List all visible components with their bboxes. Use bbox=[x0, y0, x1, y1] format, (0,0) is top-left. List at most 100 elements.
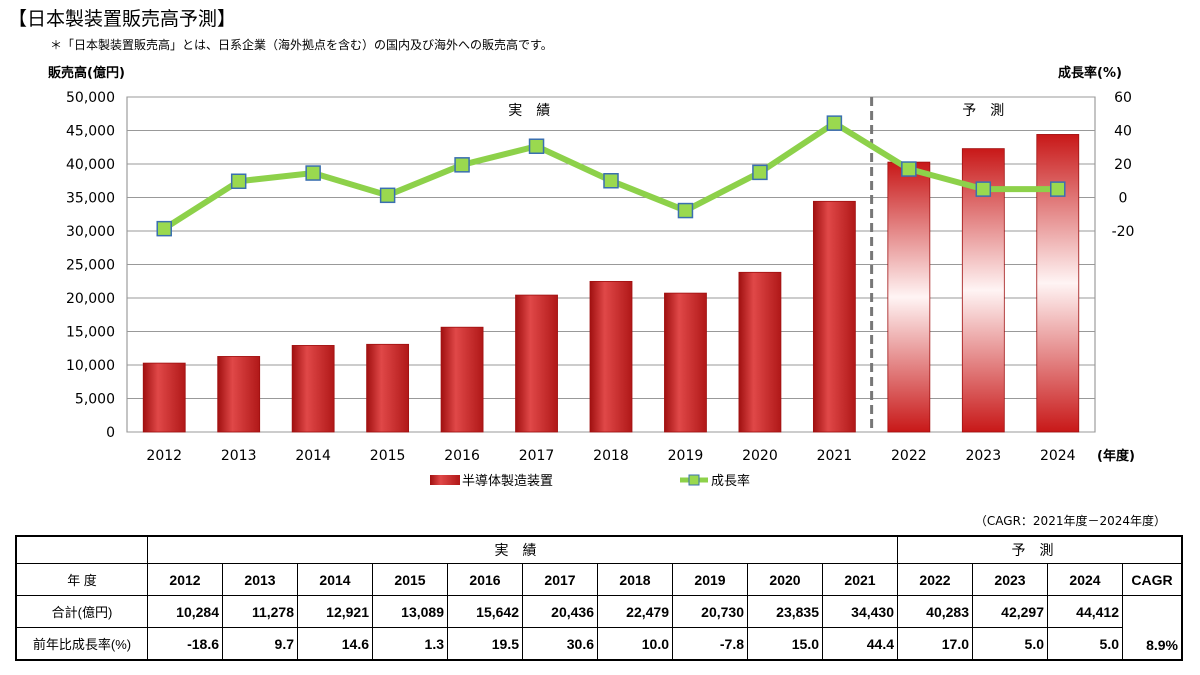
data-table: 実績 予測年 度 2012 2013 2014 2015 2016 2017 2018 2019 2… bbox=[15, 535, 1183, 661]
empty-corner bbox=[16, 536, 148, 564]
year-row: 年 度 2012 2013 2014 2015 2016 2017 2018 2019 2020 2… bbox=[15, 563, 1183, 596]
growth-value: 19.5 bbox=[447, 627, 523, 661]
growth-value: 44.4 bbox=[822, 627, 898, 661]
y2-tick-label: 20 bbox=[1114, 157, 1132, 173]
row-label-total: 合計(億円) bbox=[15, 595, 148, 628]
growth-point-2016 bbox=[454, 157, 470, 173]
growth-point-2022 bbox=[901, 161, 917, 177]
x-tick-label: 2015 bbox=[370, 448, 406, 464]
legend-bar-label: 半導体製造装置 bbox=[462, 474, 553, 489]
growth-value: -7.8 bbox=[672, 627, 748, 661]
y-tick-label: 20,000 bbox=[66, 291, 115, 307]
year-header: 2024 bbox=[1047, 563, 1123, 596]
y2-tick-label: -20 bbox=[1112, 224, 1135, 240]
growth-point-2019 bbox=[677, 202, 694, 219]
bar-2024 bbox=[1036, 134, 1080, 433]
growth-value: 9.7 bbox=[222, 627, 298, 661]
y2-axis-label: 成長率(%) bbox=[1058, 66, 1122, 81]
total-value: 15,642 bbox=[447, 595, 523, 628]
growth-value: 17.0 bbox=[897, 627, 973, 661]
growth-value: -18.6 bbox=[147, 627, 223, 661]
row-label-growth: 前年比成長率(%) bbox=[15, 627, 148, 661]
x-tick-label: 2023 bbox=[965, 448, 1001, 464]
y-tick-label: 10,000 bbox=[66, 358, 115, 374]
growth-point-2024 bbox=[1050, 181, 1066, 197]
growth-value: 15.0 bbox=[747, 627, 823, 661]
y-axis-label: 販売高(億円) bbox=[48, 66, 125, 81]
growth-point-2017 bbox=[528, 138, 545, 154]
x-tick-label: 2022 bbox=[891, 448, 927, 464]
bar-2019 bbox=[664, 292, 707, 433]
bar-2018 bbox=[589, 280, 633, 433]
growth-value: 1.3 bbox=[372, 627, 448, 661]
growth-point-2023 bbox=[975, 181, 992, 197]
y2-tick-label: 0 bbox=[1119, 191, 1128, 207]
year-header: 2017 bbox=[522, 563, 598, 596]
x-tick-label: 2024 bbox=[1040, 448, 1076, 464]
growth-point-2021 bbox=[826, 115, 843, 131]
total-row: 合計(億円) 10,284 11,278 12,921 13,089 15,642 20,4… bbox=[15, 595, 1183, 661]
y2-tick-label: 40 bbox=[1114, 124, 1132, 140]
group-header-row: 実績 予測 bbox=[16, 535, 1183, 564]
growth-value: 10.0 bbox=[597, 627, 673, 661]
bar-2017 bbox=[515, 294, 558, 433]
page-title: 【日本製装置販売高予測】 bbox=[8, 8, 237, 30]
year-header: 2014 bbox=[297, 563, 373, 596]
year-header: 2020 bbox=[747, 563, 823, 596]
total-value: 10,284 bbox=[147, 595, 223, 628]
growth-point-2014 bbox=[305, 165, 321, 181]
footnote: ＊「日本製装置販売高」とは、日系企業（海外拠点を含む）の国内及び海外への販売高で… bbox=[50, 38, 553, 52]
growth-point-2012 bbox=[156, 220, 172, 237]
x-tick-label: 2018 bbox=[593, 448, 629, 464]
row-label-year: 年 度 bbox=[15, 563, 148, 596]
total-value: 11,278 bbox=[222, 595, 298, 628]
x-tick-label: 2020 bbox=[742, 448, 778, 464]
group-actual: 実績 bbox=[147, 535, 898, 564]
x-tick-label: 2012 bbox=[146, 448, 182, 464]
y-tick-label: 0 bbox=[106, 425, 115, 441]
chart: 0 5,000 10,000 15,000 20,000 25,000 30,000 35,0… bbox=[66, 90, 1135, 489]
legend-bar-swatch bbox=[430, 475, 460, 485]
bar-2021 bbox=[812, 200, 856, 433]
legend-line-marker bbox=[688, 474, 700, 486]
year-header: 2016 bbox=[447, 563, 523, 596]
bar-2020 bbox=[738, 271, 782, 433]
y-tick-label: 40,000 bbox=[66, 157, 115, 173]
growth-row: 前年比成長率(%) -18.6 9.7 14.6 1.3 19.5 30.6 10.0 -7.8… bbox=[15, 627, 1182, 661]
growth-point-2013 bbox=[230, 173, 247, 190]
growth-value: 5.0 bbox=[1047, 627, 1123, 661]
total-value: 20,436 bbox=[522, 595, 598, 628]
bar-2022 bbox=[887, 161, 931, 433]
x-tick-label: 2021 bbox=[817, 448, 853, 464]
x-tick-label: 2013 bbox=[221, 448, 257, 464]
bar-2014 bbox=[291, 345, 335, 433]
bar-2016 bbox=[440, 326, 484, 433]
forecast-label: 予 測 bbox=[962, 103, 1004, 119]
total-value: 23,835 bbox=[747, 595, 823, 628]
y-tick-label: 50,000 bbox=[66, 90, 115, 106]
total-value: 20,730 bbox=[672, 595, 748, 628]
total-value: 40,283 bbox=[897, 595, 973, 628]
year-header: 2022 bbox=[897, 563, 973, 596]
growth-value: 14.6 bbox=[297, 627, 373, 661]
total-value: 12,921 bbox=[297, 595, 373, 628]
x-tick-label: 2019 bbox=[668, 448, 704, 464]
actual-label: 実 績 bbox=[508, 103, 550, 119]
total-value: 22,479 bbox=[597, 595, 673, 628]
year-header: 2013 bbox=[222, 563, 298, 596]
x-tick-label: 2016 bbox=[444, 448, 480, 464]
cagr-note: （CAGR：2021年度－2024年度） bbox=[974, 514, 1166, 528]
x-tick-label: 2017 bbox=[519, 448, 555, 464]
legend-line-label: 成長率 bbox=[711, 473, 750, 489]
total-value: 42,297 bbox=[972, 595, 1048, 628]
y-tick-label: 30,000 bbox=[66, 224, 115, 240]
growth-point-2020 bbox=[752, 164, 768, 181]
x-tick-label: 2014 bbox=[295, 448, 331, 464]
y-tick-label: 15,000 bbox=[66, 325, 115, 341]
y-tick-label: 25,000 bbox=[66, 258, 115, 274]
cagr-header: CAGR bbox=[1122, 563, 1183, 596]
year-header: 2023 bbox=[972, 563, 1048, 596]
growth-value: 5.0 bbox=[972, 627, 1048, 661]
growth-point-2015 bbox=[379, 187, 396, 204]
bar-2013 bbox=[217, 356, 261, 433]
